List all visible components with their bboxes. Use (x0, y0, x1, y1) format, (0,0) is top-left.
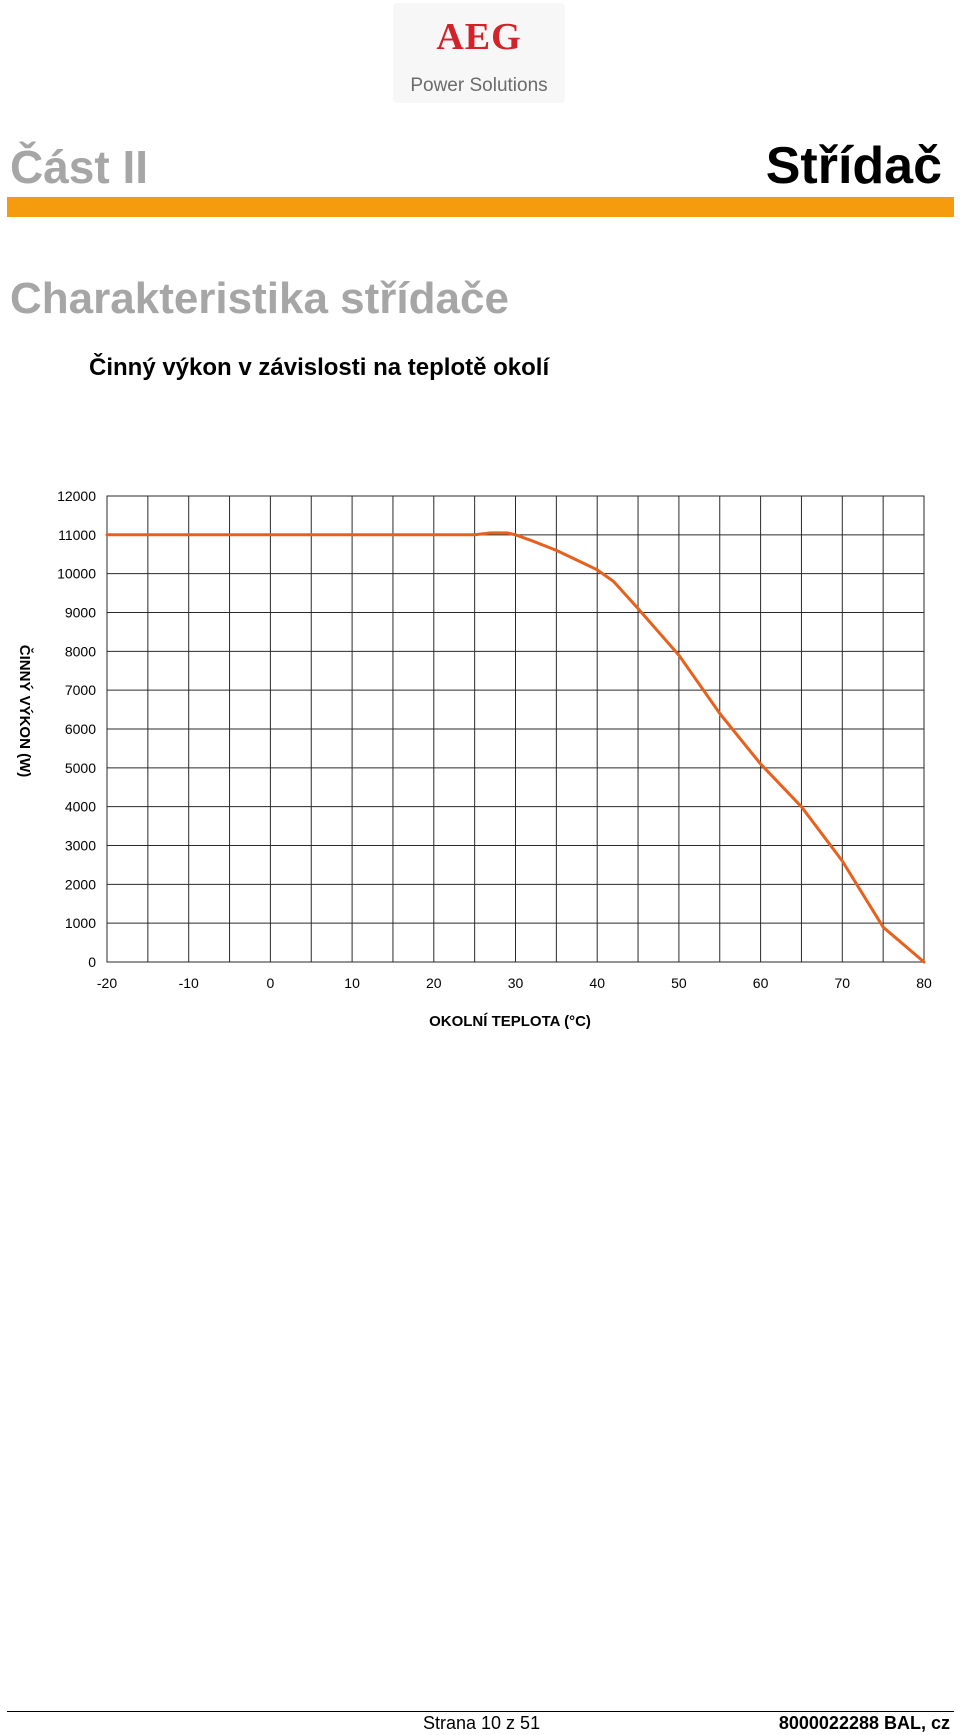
y-tick-label: 4000 (65, 799, 96, 815)
x-tick-label: 30 (508, 975, 524, 991)
y-tick-label: 8000 (65, 643, 96, 659)
y-tick-label: 2000 (65, 876, 96, 892)
footer-page-number: Strana 10 z 51 (423, 1713, 541, 1733)
x-tick-label: -20 (97, 975, 117, 991)
y-tick-label: 9000 (65, 605, 96, 621)
y-tick-label: 12000 (57, 488, 96, 504)
x-tick-label: 60 (753, 975, 769, 991)
y-tick-label: 11000 (58, 527, 96, 543)
x-tick-label: 70 (835, 975, 851, 991)
x-tick-label: -10 (179, 975, 199, 991)
x-tick-label: 10 (344, 975, 360, 991)
x-tick-label: 80 (916, 975, 932, 991)
y-axis-label: ČINNÝ VÝKON (W) (16, 645, 34, 778)
page-heading: Charakteristika střídače (10, 274, 509, 323)
x-tick-label: 20 (426, 975, 442, 991)
y-tick-label: 10000 (57, 566, 96, 582)
series-line-active-power (105, 531, 926, 964)
x-tick-label: 50 (671, 975, 687, 991)
x-axis-label: OKOLNÍ TEPLOTA (°C) (429, 1013, 591, 1030)
footer-divider (7, 1711, 954, 1712)
header-accent-bar (7, 197, 954, 217)
chart-series (105, 531, 926, 964)
x-tick-label: 0 (267, 975, 275, 991)
footer-document-id: 8000022288 BAL, cz (778, 1713, 950, 1733)
y-tick-label: 1000 (65, 915, 96, 931)
company-logo: AEG Power Solutions (393, 3, 565, 103)
plot-frame (106, 495, 925, 963)
y-tick-label: 0 (88, 954, 96, 970)
chart-tick-labels: -20 -10 0 10 20 30 40 50 60 70 80 0 1000 2000 3000 4000… (57, 488, 932, 991)
chart-grid (106, 495, 925, 963)
logo-tagline: Power Solutions (410, 75, 548, 96)
y-tick-label: 5000 (65, 760, 96, 776)
power-temperature-chart: -20 -10 0 10 20 30 40 50 60 70 80 0 1000 2000 3000 4000… (16, 488, 932, 1030)
y-tick-label: 3000 (65, 838, 96, 854)
logo-brand: AEG (436, 16, 522, 58)
y-tick-label: 7000 (65, 682, 96, 698)
section-title: Střídač (765, 137, 942, 195)
part-label: Část II (10, 141, 149, 193)
x-tick-label: 40 (589, 975, 605, 991)
chart-subheading: Činný výkon v závislosti na teplotě okol… (89, 354, 550, 381)
y-tick-label: 6000 (65, 721, 96, 737)
